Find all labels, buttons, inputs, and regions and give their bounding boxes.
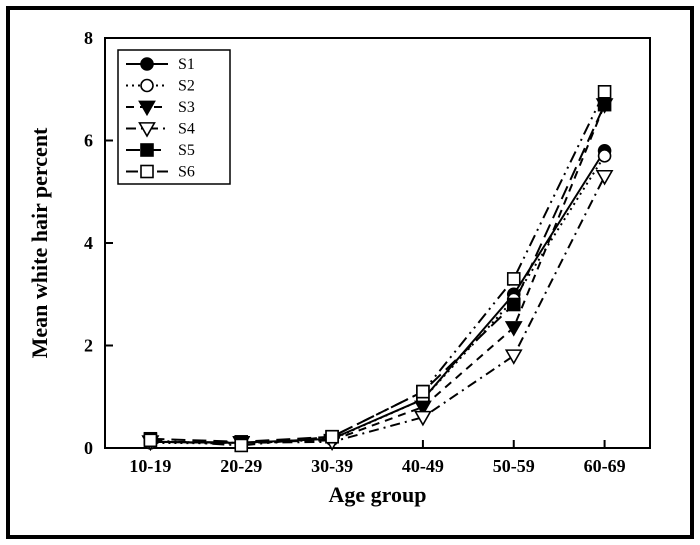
legend-label-S5: S5 [178, 142, 195, 159]
legend-label-S2: S2 [178, 78, 195, 95]
legend-label-S3: S3 [178, 99, 195, 116]
legend-label-S6: S6 [178, 164, 195, 181]
x-tick-label: 40-49 [402, 456, 444, 476]
y-tick-label: 0 [84, 438, 93, 458]
x-tick-label: 60-69 [584, 456, 626, 476]
legend: S1 S2 S3 S4 S5 S6 [118, 50, 230, 184]
y-tick-label: 2 [84, 336, 93, 356]
y-tick-label: 8 [84, 28, 93, 48]
x-tick-label: 30-39 [311, 456, 353, 476]
legend-label-S4: S4 [178, 121, 195, 138]
legend-label-S1: S1 [178, 56, 195, 73]
x-tick-label: 10-19 [129, 456, 171, 476]
x-tick-label: 20-29 [220, 456, 262, 476]
x-tick-label: 50-59 [493, 456, 535, 476]
y-axis-title: Mean white hair percent [27, 127, 52, 358]
chart-svg: 0 2 4 6 8 10-19 20-29 30-39 40-49 50-59 60-69 Age g… [0, 0, 700, 545]
x-axis-title: Age group [329, 482, 427, 507]
chart-container: 0 2 4 6 8 10-19 20-29 30-39 40-49 50-59 60-69 Age g… [0, 0, 700, 545]
y-tick-label: 4 [84, 233, 93, 253]
y-tick-label: 6 [84, 131, 93, 151]
